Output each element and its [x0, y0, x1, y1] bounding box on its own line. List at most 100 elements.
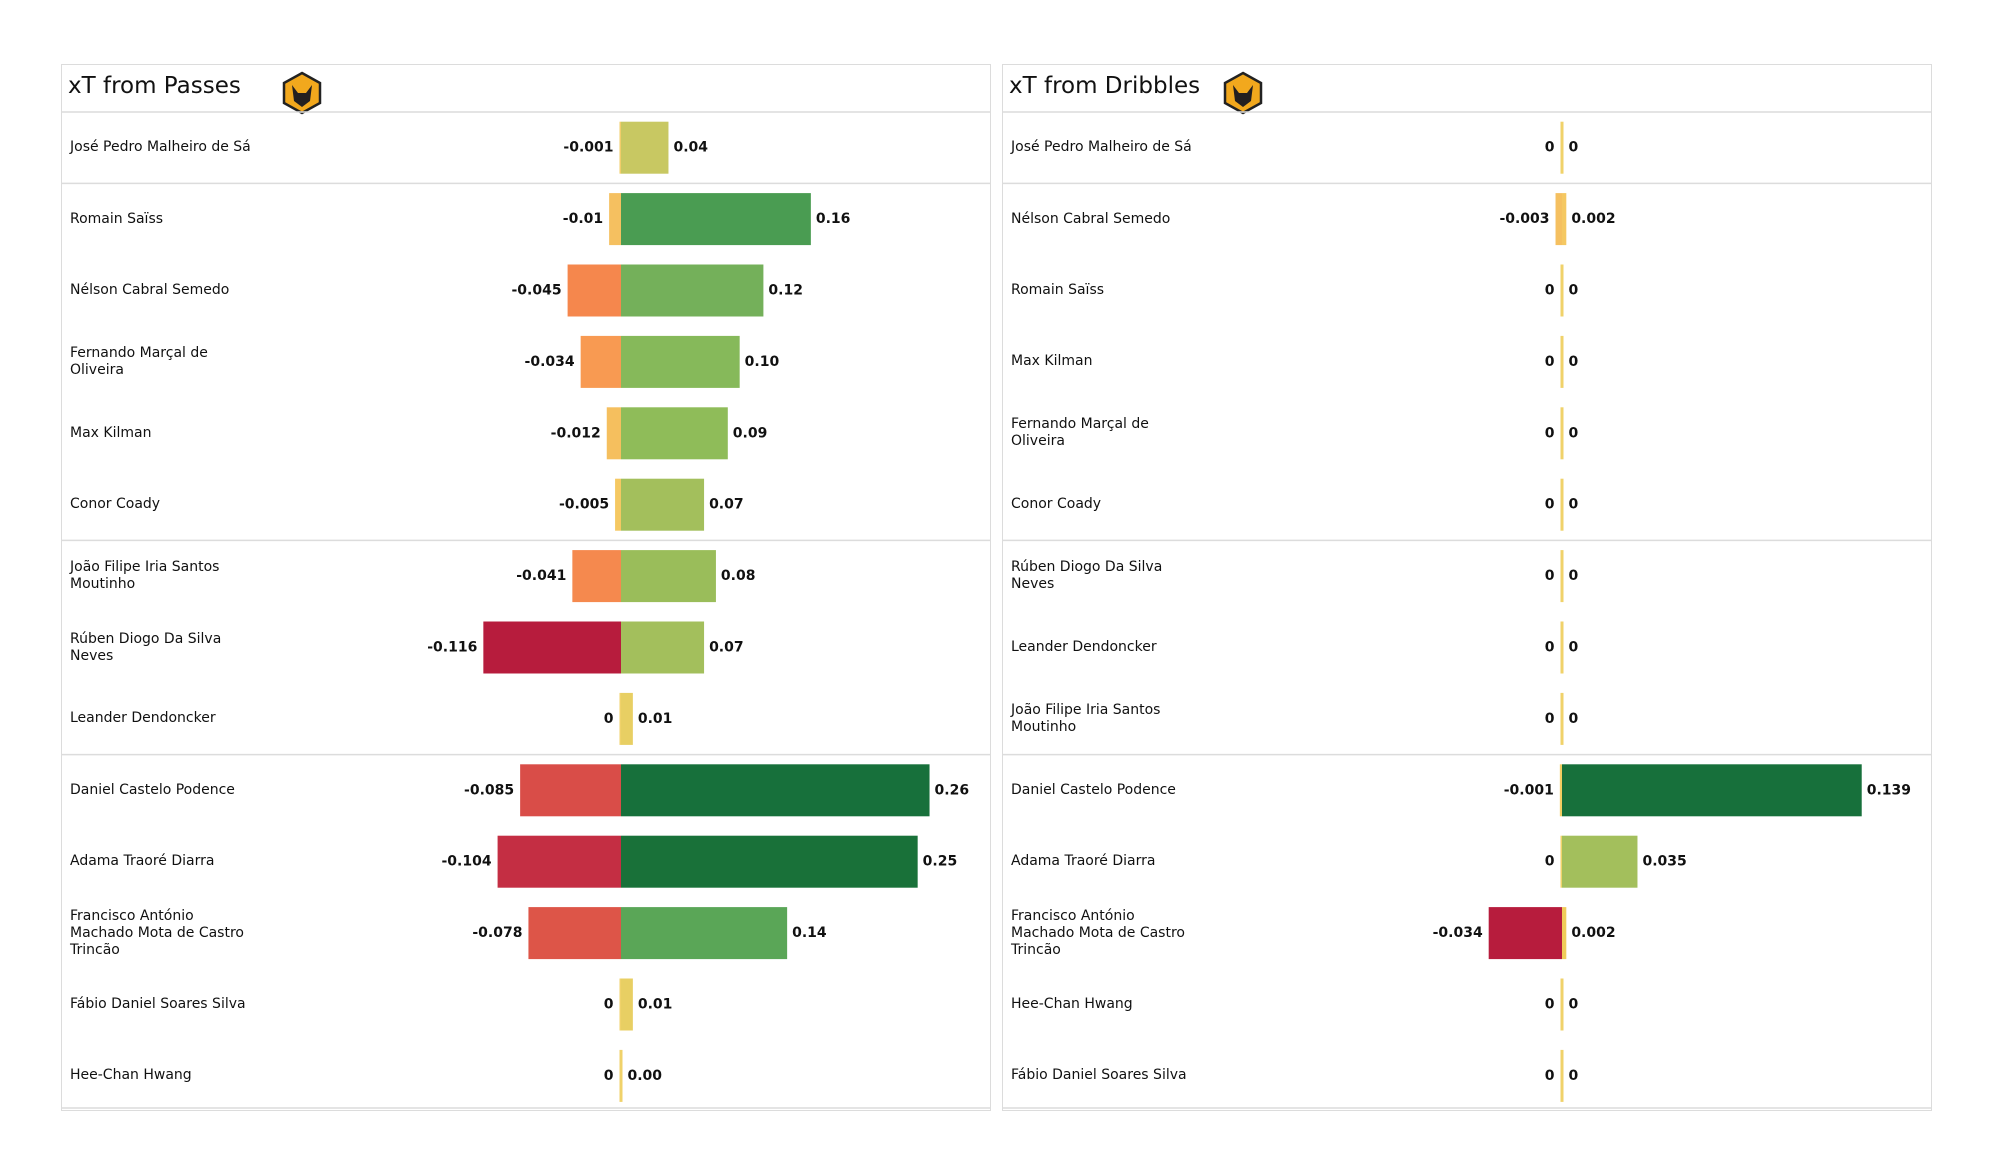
bar	[1562, 907, 1567, 960]
player-name: Daniel Castelo Podence	[1011, 781, 1176, 798]
value-label: 0	[1545, 711, 1555, 727]
value-label: 0	[1545, 997, 1555, 1013]
value-label: 0.139	[1867, 782, 1911, 798]
bar	[1560, 264, 1562, 317]
club-logo	[1223, 71, 1263, 115]
player-name: Leander Dendoncker	[1011, 639, 1157, 655]
bar	[1562, 121, 1564, 174]
player-name: Francisco António Machado Mota de Castro…	[1011, 907, 1185, 958]
bar	[1560, 335, 1562, 388]
bar	[621, 121, 669, 174]
value-label: 0.00	[628, 1068, 663, 1084]
player-name: João Filipe Iria Santos Moutinho	[70, 559, 220, 593]
value-label: 0	[1569, 711, 1579, 727]
bar	[1560, 978, 1562, 1031]
value-label: 0.08	[721, 568, 756, 584]
value-label: 0	[1569, 997, 1579, 1013]
value-label: 0	[1545, 497, 1555, 513]
value-label: -0.005	[559, 497, 609, 513]
value-label: -0.104	[441, 854, 491, 870]
bar	[1560, 550, 1562, 603]
player-name: Leander Dendoncker	[70, 710, 216, 727]
player-name: Daniel Castelo Podence	[70, 781, 235, 798]
value-label: 0	[1545, 568, 1555, 584]
player-name: Rúben Diogo Da Silva Neves	[70, 630, 222, 664]
player-name: João Filipe Iria Santos Moutinho	[1011, 701, 1161, 735]
player-name: Romain Saïss	[70, 210, 164, 227]
bar	[621, 264, 764, 317]
player-name: Max Kilman	[1011, 353, 1093, 370]
value-label: 0.16	[816, 211, 851, 227]
bar	[497, 835, 621, 888]
bar	[1562, 193, 1567, 246]
value-label: 0	[604, 1068, 614, 1084]
value-label: -0.085	[464, 782, 514, 798]
value-label: -0.034	[525, 354, 575, 370]
bar	[1562, 478, 1564, 531]
bar	[1562, 407, 1564, 460]
player-name: José Pedro Malheiro de Sá	[70, 139, 251, 156]
bar	[621, 907, 788, 960]
club-logo	[282, 71, 322, 115]
player-name: Fábio Daniel Soares Silva	[1011, 1067, 1187, 1084]
value-label: -0.045	[512, 283, 562, 299]
bar	[1562, 550, 1564, 603]
value-label: 0.002	[1571, 925, 1615, 941]
panel-title: xT from Dribbles	[1009, 73, 1201, 99]
bar	[520, 764, 621, 817]
value-label: 0.04	[673, 140, 708, 156]
player-name: Nélson Cabral Semedo	[1011, 210, 1171, 227]
player-name: Hee-Chan Hwang	[1011, 996, 1133, 1012]
value-label: 0.07	[709, 497, 744, 513]
value-label: 0.002	[1571, 211, 1615, 227]
value-label: 0	[1569, 140, 1579, 156]
player-name: Hee-Chan Hwang	[70, 1067, 192, 1084]
player-name: José Pedro Malheiro de Sá	[1011, 139, 1192, 156]
bar	[1555, 193, 1562, 246]
player-name: Adama Traoré Diarra	[70, 853, 215, 870]
bar	[567, 264, 621, 317]
value-label: -0.116	[427, 640, 477, 656]
value-label: -0.041	[516, 568, 566, 584]
bar	[1560, 835, 1562, 888]
bar	[621, 621, 705, 674]
value-label: 0	[1545, 283, 1555, 299]
value-label: 0	[1545, 140, 1555, 156]
bar	[621, 692, 633, 745]
player-name: Conor Coady	[70, 496, 161, 513]
bar	[621, 1049, 623, 1102]
bar	[1560, 692, 1562, 745]
value-label: 0	[1545, 1068, 1555, 1084]
value-label: -0.001	[1504, 782, 1554, 798]
value-label: 0	[1569, 640, 1579, 656]
bar	[1562, 764, 1862, 817]
value-label: 0.01	[638, 997, 673, 1013]
value-label: 0	[1545, 854, 1555, 870]
bar	[572, 550, 621, 603]
bar	[619, 121, 621, 174]
value-label: 0	[604, 997, 614, 1013]
bar	[1488, 907, 1562, 960]
value-label: 0	[1545, 640, 1555, 656]
bar	[580, 335, 621, 388]
player-name: Adama Traoré Diarra	[1011, 853, 1156, 870]
value-label: -0.034	[1433, 925, 1483, 941]
bar	[1562, 264, 1564, 317]
bar	[621, 835, 918, 888]
player-name: Fernando Marçal de Oliveira	[70, 344, 208, 378]
bar	[619, 978, 621, 1031]
value-label: 0.25	[923, 854, 958, 870]
player-name: Francisco António Machado Mota de Castro…	[70, 907, 244, 958]
bar	[1560, 121, 1562, 174]
value-label: -0.012	[551, 425, 601, 441]
value-label: 0	[1569, 354, 1579, 370]
value-label: 0.10	[745, 354, 780, 370]
bar	[528, 907, 621, 960]
bar	[1560, 478, 1562, 531]
bar	[1562, 335, 1564, 388]
bar	[619, 1049, 621, 1102]
bar	[606, 407, 621, 460]
value-label: 0	[604, 711, 614, 727]
value-label: 0.12	[768, 283, 803, 299]
value-label: -0.078	[472, 925, 522, 941]
